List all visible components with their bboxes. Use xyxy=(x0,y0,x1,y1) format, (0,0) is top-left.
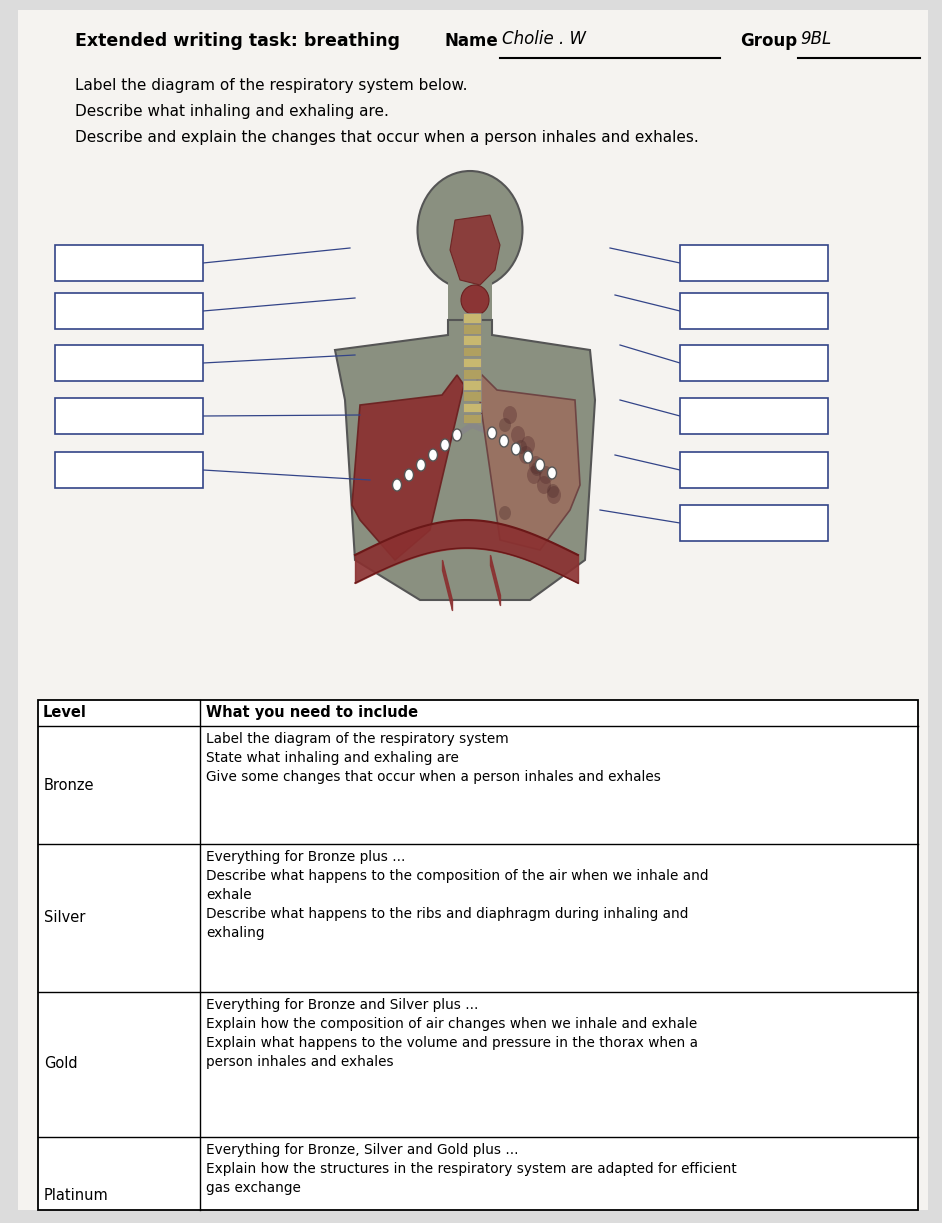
Ellipse shape xyxy=(512,443,521,455)
Bar xyxy=(680,294,828,329)
Text: Label the diagram of the respiratory system: Label the diagram of the respiratory sys… xyxy=(206,733,509,746)
Polygon shape xyxy=(335,320,595,600)
Text: Explain what happens to the volume and pressure in the thorax when a: Explain what happens to the volume and p… xyxy=(206,1036,698,1051)
Ellipse shape xyxy=(429,449,437,461)
Text: exhale: exhale xyxy=(206,888,252,903)
Text: Cholie . W: Cholie . W xyxy=(502,31,586,48)
Ellipse shape xyxy=(503,406,517,424)
Ellipse shape xyxy=(535,459,544,471)
Text: 9BL: 9BL xyxy=(800,31,831,48)
Bar xyxy=(680,345,828,382)
Ellipse shape xyxy=(511,426,525,444)
Ellipse shape xyxy=(393,479,401,490)
Text: Everything for Bronze, Silver and Gold plus ...: Everything for Bronze, Silver and Gold p… xyxy=(206,1144,518,1157)
Bar xyxy=(463,313,481,323)
Text: Give some changes that occur when a person inhales and exhales: Give some changes that occur when a pers… xyxy=(206,770,661,784)
Ellipse shape xyxy=(441,439,449,451)
Bar xyxy=(463,324,481,334)
Text: Bronze: Bronze xyxy=(44,778,94,793)
Ellipse shape xyxy=(515,440,527,454)
Ellipse shape xyxy=(499,506,511,520)
Text: Everything for Bronze plus ...: Everything for Bronze plus ... xyxy=(206,850,405,863)
Bar xyxy=(463,413,481,423)
Bar xyxy=(680,453,828,488)
Text: Explain how the structures in the respiratory system are adapted for efficient: Explain how the structures in the respir… xyxy=(206,1162,737,1177)
Ellipse shape xyxy=(499,418,511,432)
Polygon shape xyxy=(450,215,500,285)
Text: State what inhaling and exhaling are: State what inhaling and exhaling are xyxy=(206,751,459,766)
Text: Silver: Silver xyxy=(44,910,86,926)
Text: Group: Group xyxy=(740,32,797,50)
Text: Gold: Gold xyxy=(44,1057,77,1071)
Ellipse shape xyxy=(417,171,523,289)
Text: Describe and explain the changes that occur when a person inhales and exhales.: Describe and explain the changes that oc… xyxy=(75,130,699,146)
Bar xyxy=(55,294,203,329)
Bar xyxy=(55,397,203,434)
Polygon shape xyxy=(352,375,464,560)
Text: Level: Level xyxy=(43,704,87,720)
Text: gas exchange: gas exchange xyxy=(206,1181,300,1195)
Text: What you need to include: What you need to include xyxy=(206,704,418,720)
Ellipse shape xyxy=(529,456,543,475)
Ellipse shape xyxy=(537,476,551,494)
Text: Extended writing task: breathing: Extended writing task: breathing xyxy=(75,32,400,50)
Ellipse shape xyxy=(524,451,532,464)
Bar xyxy=(463,335,481,345)
Bar xyxy=(463,391,481,401)
Ellipse shape xyxy=(547,467,557,479)
Ellipse shape xyxy=(461,285,489,316)
Ellipse shape xyxy=(527,466,541,484)
Polygon shape xyxy=(448,283,492,325)
Ellipse shape xyxy=(547,484,559,498)
Text: Label the diagram of the respiratory system below.: Label the diagram of the respiratory sys… xyxy=(75,78,467,93)
Ellipse shape xyxy=(539,466,553,484)
Bar xyxy=(680,397,828,434)
Bar xyxy=(463,380,481,390)
Ellipse shape xyxy=(499,435,509,446)
Text: Platinum: Platinum xyxy=(44,1189,108,1203)
Ellipse shape xyxy=(547,486,561,504)
Text: Explain how the composition of air changes when we inhale and exhale: Explain how the composition of air chang… xyxy=(206,1018,697,1031)
Bar xyxy=(463,358,481,367)
Bar xyxy=(55,345,203,382)
Ellipse shape xyxy=(452,429,462,442)
Ellipse shape xyxy=(488,427,496,439)
Bar xyxy=(680,245,828,281)
Text: Name: Name xyxy=(445,32,498,50)
Text: Describe what inhaling and exhaling are.: Describe what inhaling and exhaling are. xyxy=(75,104,389,119)
Bar xyxy=(463,402,481,412)
Bar xyxy=(55,453,203,488)
Text: Describe what happens to the composition of the air when we inhale and: Describe what happens to the composition… xyxy=(206,870,708,883)
Polygon shape xyxy=(477,375,580,550)
Bar xyxy=(55,245,203,281)
Bar xyxy=(680,505,828,541)
Bar xyxy=(463,369,481,379)
Bar xyxy=(463,346,481,356)
Ellipse shape xyxy=(531,462,543,476)
Ellipse shape xyxy=(416,459,426,471)
Bar xyxy=(38,700,918,1210)
Ellipse shape xyxy=(521,437,535,454)
Text: Describe what happens to the ribs and diaphragm during inhaling and: Describe what happens to the ribs and di… xyxy=(206,907,689,921)
Text: person inhales and exhales: person inhales and exhales xyxy=(206,1055,394,1069)
Ellipse shape xyxy=(519,446,533,464)
Ellipse shape xyxy=(404,468,414,481)
Text: Everything for Bronze and Silver plus ...: Everything for Bronze and Silver plus ..… xyxy=(206,998,479,1011)
Text: exhaling: exhaling xyxy=(206,926,265,940)
